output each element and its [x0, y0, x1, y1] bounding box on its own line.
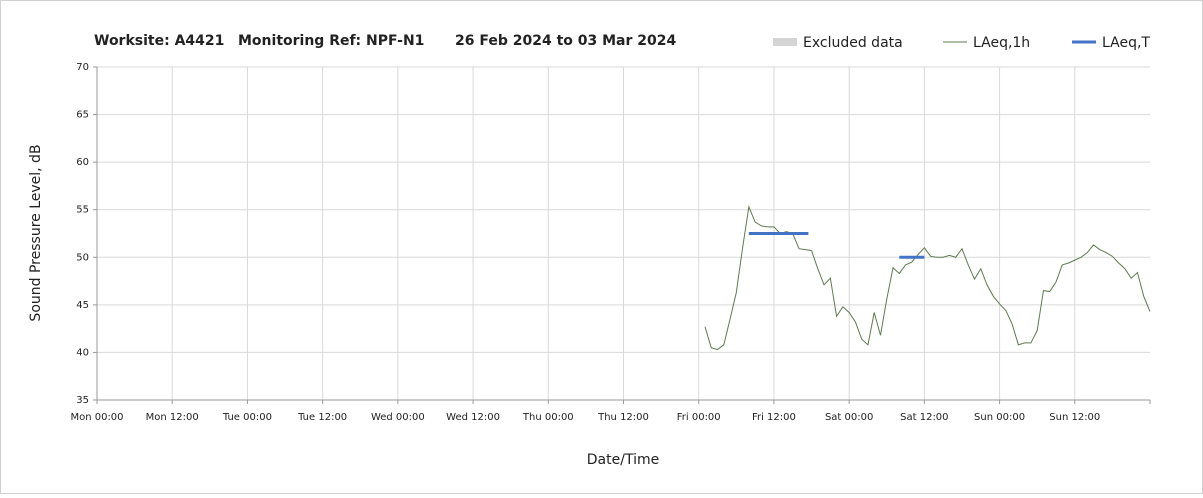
y-tick-label: 45 [76, 300, 89, 311]
y-tick-label: 55 [76, 205, 89, 216]
y-tick-label: 35 [76, 395, 89, 406]
y-tick-label: 65 [76, 110, 89, 121]
title-site: Worksite: A4421 [94, 33, 224, 49]
x-tick-label: Tue 12:00 [297, 412, 347, 423]
legend-label: Excluded data [803, 35, 903, 51]
x-tick-label: Wed 00:00 [371, 412, 425, 423]
x-tick-label: Sat 12:00 [900, 412, 948, 423]
title-dates: 26 Feb 2024 to 03 Mar 2024 [455, 33, 677, 49]
x-tick-label: Fri 12:00 [752, 412, 796, 423]
x-tick-label: Sun 12:00 [1049, 412, 1100, 423]
y-tick-label: 60 [76, 157, 89, 168]
x-tick-label: Sat 00:00 [825, 412, 873, 423]
y-tick-label: 40 [76, 347, 89, 358]
x-tick-label: Mon 12:00 [146, 412, 199, 423]
legend-label: LAeq,T [1102, 35, 1150, 51]
x-tick-label: Mon 00:00 [70, 412, 123, 423]
x-tick-label: Tue 00:00 [222, 412, 272, 423]
x-tick-label: Fri 00:00 [677, 412, 721, 423]
x-tick-label: Wed 12:00 [446, 412, 500, 423]
x-tick-label: Thu 12:00 [597, 412, 649, 423]
y-tick-label: 70 [76, 62, 89, 73]
title-ref: Monitoring Ref: NPF-N1 [238, 33, 424, 49]
legend-label: LAeq,1h [973, 35, 1030, 51]
x-tick-label: Sun 00:00 [974, 412, 1025, 423]
legend-swatch [773, 38, 797, 46]
y-axis-label: Sound Pressure Level, dB [28, 144, 44, 321]
x-axis-label: Date/Time [587, 452, 659, 468]
y-tick-label: 50 [76, 252, 89, 263]
x-tick-label: Thu 00:00 [522, 412, 574, 423]
